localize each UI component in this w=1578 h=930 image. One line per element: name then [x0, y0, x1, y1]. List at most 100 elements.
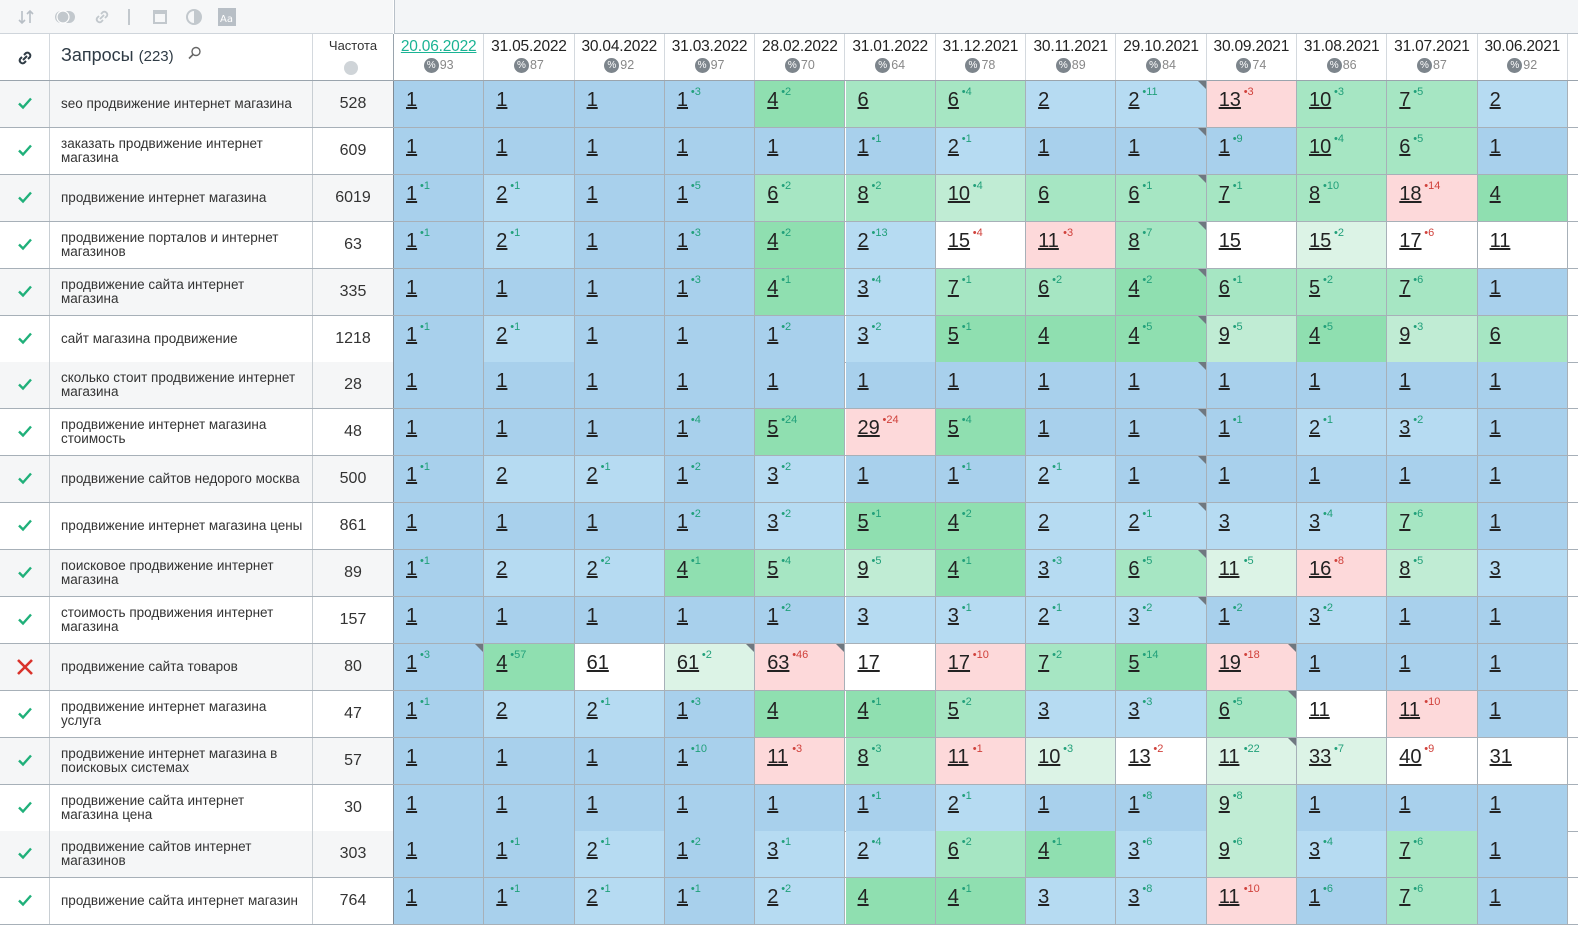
- date-column-header[interactable]: 31.01.2022% 64: [846, 34, 936, 80]
- position-value[interactable]: 1: [1489, 698, 1501, 721]
- position-cell[interactable]: 1 •1: [394, 174, 485, 221]
- position-value[interactable]: 9: [1218, 792, 1230, 815]
- position-cell[interactable]: 4: [755, 690, 846, 737]
- position-value[interactable]: 1: [676, 229, 689, 252]
- position-cell[interactable]: 2: [1026, 503, 1117, 550]
- position-value[interactable]: 6: [1218, 276, 1230, 299]
- position-cell[interactable]: 1: [1026, 409, 1117, 456]
- position-value[interactable]: 18: [1399, 182, 1422, 205]
- position-value[interactable]: 10: [947, 182, 971, 205]
- position-value[interactable]: 4: [1128, 276, 1140, 299]
- toggle-icon[interactable]: [54, 8, 76, 26]
- date-column-header[interactable]: 29.10.2021% 84: [1116, 34, 1207, 80]
- position-cell[interactable]: 1: [484, 503, 575, 550]
- position-cell[interactable]: 1: [574, 362, 665, 409]
- position-cell[interactable]: 1 •3: [664, 221, 756, 268]
- position-value[interactable]: 11: [1218, 558, 1240, 580]
- position-value[interactable]: 1: [1128, 464, 1140, 487]
- position-value[interactable]: 6: [1128, 558, 1140, 580]
- position-cell[interactable]: 4 •2: [1116, 268, 1207, 315]
- position-value[interactable]: 6: [1128, 182, 1140, 205]
- position-cell[interactable]: 1 •1: [484, 878, 575, 925]
- position-value[interactable]: 3: [1309, 604, 1321, 627]
- position-value[interactable]: 1: [1489, 839, 1501, 862]
- position-cell[interactable]: 4 •5: [1116, 315, 1207, 362]
- position-value[interactable]: 6: [1489, 323, 1501, 346]
- position-cell[interactable]: 2 •4: [845, 831, 936, 878]
- position-cell[interactable]: 6 •4: [935, 81, 1027, 127]
- position-cell[interactable]: 1: [574, 127, 665, 174]
- position-value[interactable]: 2: [947, 792, 959, 815]
- position-value[interactable]: 1: [496, 839, 508, 862]
- position-cell[interactable]: 3 •3: [1026, 550, 1117, 596]
- position-cell[interactable]: 1: [1477, 784, 1568, 831]
- position-value[interactable]: 3: [767, 464, 779, 487]
- position-value[interactable]: 1: [1128, 135, 1140, 158]
- date-label[interactable]: 31.12.2021: [942, 38, 1019, 55]
- position-value[interactable]: 17: [1399, 229, 1422, 252]
- query-cell[interactable]: продвижение сайтов недорого москва: [50, 456, 313, 503]
- position-value[interactable]: 7: [1218, 182, 1230, 205]
- position-value[interactable]: 1: [496, 511, 508, 534]
- status-cell[interactable]: [0, 81, 50, 127]
- position-value[interactable]: 11: [767, 745, 788, 768]
- position-cell[interactable]: 8 •10: [1297, 174, 1388, 221]
- position-cell[interactable]: 8 •3: [845, 737, 936, 784]
- position-value[interactable]: 3: [857, 276, 869, 299]
- position-cell[interactable]: 13 •2: [1116, 737, 1207, 784]
- position-cell[interactable]: 11 •5: [1206, 550, 1297, 596]
- position-cell[interactable]: 33 •7: [1297, 737, 1388, 784]
- position-value[interactable]: 1: [496, 792, 508, 815]
- position-cell[interactable]: 5 •1: [935, 315, 1027, 362]
- position-value[interactable]: 1: [857, 464, 869, 487]
- position-value[interactable]: 1: [406, 182, 418, 205]
- position-cell[interactable]: 5 •1: [845, 503, 936, 550]
- position-value[interactable]: 11: [1489, 229, 1511, 252]
- position-value[interactable]: 1: [676, 604, 689, 627]
- position-cell[interactable]: 4 •2: [935, 503, 1027, 550]
- position-cell[interactable]: 4 •1: [1026, 831, 1117, 878]
- date-label[interactable]: 31.05.2022: [491, 38, 567, 55]
- position-value[interactable]: 3: [1038, 698, 1050, 721]
- position-cell[interactable]: 4 •1: [935, 550, 1027, 596]
- position-cell[interactable]: 1: [1026, 127, 1117, 174]
- position-value[interactable]: 1: [406, 89, 418, 111]
- position-cell[interactable]: 9 •5: [1206, 315, 1297, 362]
- position-value[interactable]: 1: [676, 89, 689, 111]
- frequency-header[interactable]: Частота: [313, 34, 394, 80]
- position-cell[interactable]: 1: [1116, 456, 1207, 503]
- position-value[interactable]: 1: [496, 886, 508, 909]
- position-value[interactable]: 3: [1128, 698, 1140, 721]
- position-cell[interactable]: 2 •1: [1116, 503, 1207, 550]
- position-value[interactable]: 6: [857, 89, 869, 111]
- position-cell[interactable]: 7 •6: [1387, 831, 1478, 878]
- query-cell[interactable]: поисковое продвижение интернет магазина: [50, 550, 313, 596]
- position-cell[interactable]: 17 •10: [935, 643, 1027, 690]
- position-cell[interactable]: 3 •2: [1116, 596, 1207, 643]
- position-value[interactable]: 1: [586, 323, 598, 346]
- link-icon[interactable]: [93, 8, 111, 26]
- position-value[interactable]: 3: [947, 604, 959, 627]
- date-column-header[interactable]: 31.03.2022% 97: [665, 34, 756, 80]
- position-value[interactable]: 4: [1128, 323, 1140, 346]
- position-value[interactable]: 1: [676, 276, 689, 299]
- position-value[interactable]: 5: [1128, 651, 1140, 674]
- position-value[interactable]: 1: [406, 276, 418, 299]
- date-column-header[interactable]: 31.12.2021% 78: [936, 34, 1027, 80]
- status-cell[interactable]: [0, 127, 50, 174]
- position-cell[interactable]: 6 •5: [1116, 550, 1207, 596]
- position-value[interactable]: 7: [1399, 839, 1411, 862]
- position-cell[interactable]: 1 •3: [664, 81, 756, 127]
- position-value[interactable]: 1: [1489, 135, 1501, 158]
- position-cell[interactable]: 9 •6: [1206, 831, 1297, 878]
- position-cell[interactable]: 15: [1206, 221, 1297, 268]
- date-column-header[interactable]: 28.02.2022% 70: [755, 34, 846, 80]
- position-value[interactable]: 1: [406, 745, 418, 768]
- position-value[interactable]: 1: [406, 323, 418, 346]
- position-cell[interactable]: 1 •1: [845, 127, 936, 174]
- date-label[interactable]: 20.06.2022: [400, 38, 477, 55]
- position-value[interactable]: 1: [1038, 792, 1050, 815]
- position-cell[interactable]: 1: [1477, 503, 1568, 550]
- position-value[interactable]: 1: [947, 370, 959, 393]
- date-label[interactable]: 28.02.2022: [762, 38, 838, 55]
